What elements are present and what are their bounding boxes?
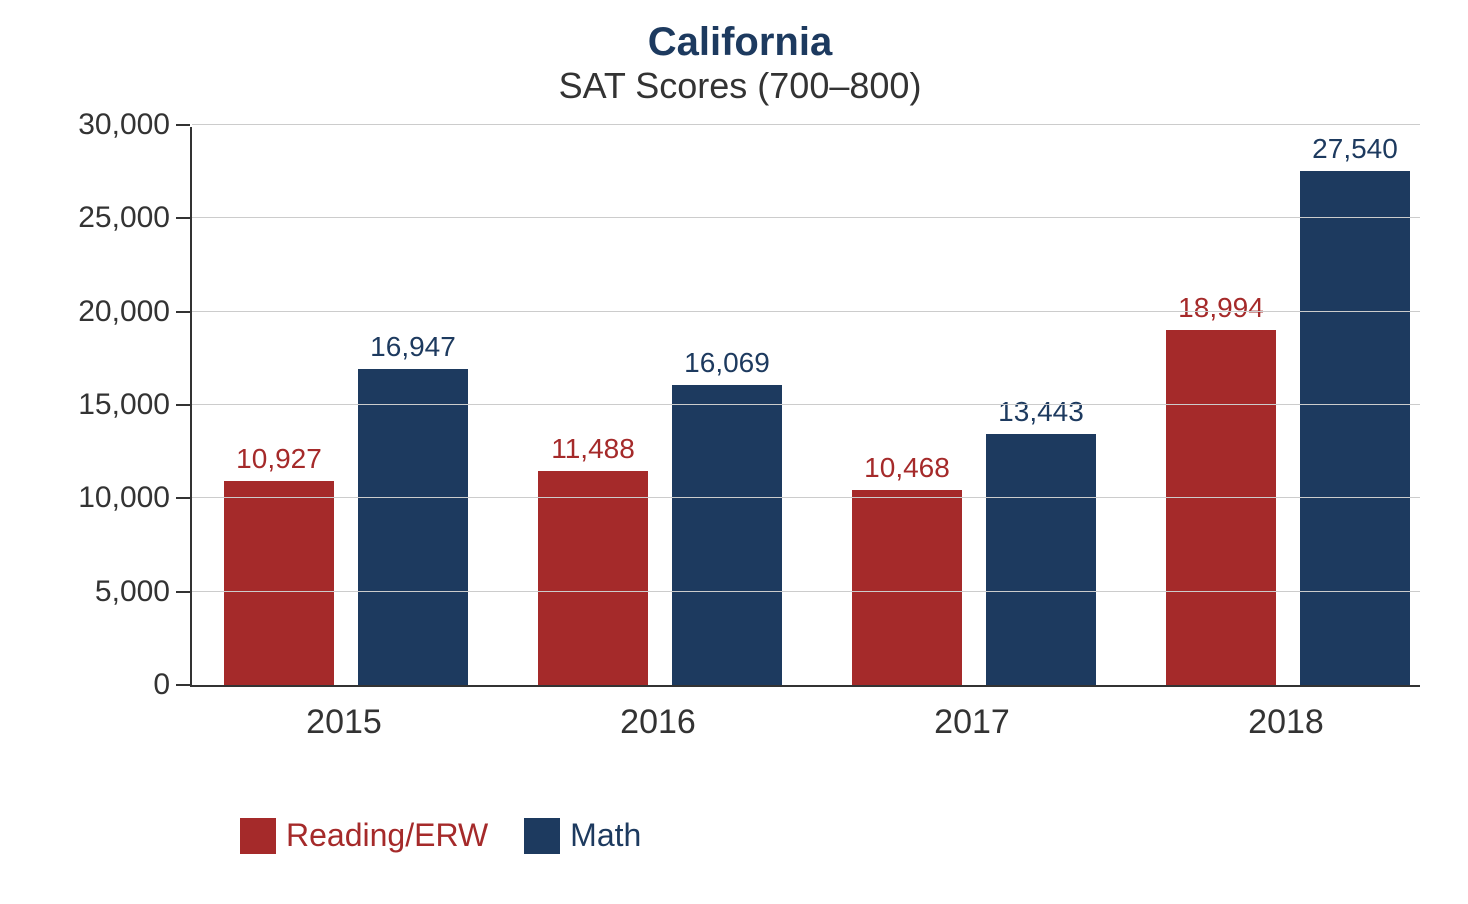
bar-reading-erw: 10,468 <box>852 490 962 685</box>
x-axis-labels: 2015 2016 2017 2018 <box>190 687 1420 747</box>
gridline <box>192 124 1420 125</box>
y-axis-label: 10,000 <box>78 481 192 515</box>
bar-value-label: 10,468 <box>864 452 950 490</box>
y-axis-label: 5,000 <box>95 575 192 609</box>
x-axis-label: 2015 <box>306 703 382 742</box>
bar-value-label: 16,069 <box>684 347 770 385</box>
bar-math: 13,443 <box>986 434 1096 685</box>
bar-reading-erw: 18,994 <box>1166 330 1276 685</box>
bar-math: 27,540 <box>1300 171 1410 685</box>
gridline <box>192 404 1420 405</box>
x-axis-label: 2018 <box>1248 703 1324 742</box>
bar-value-label: 16,947 <box>370 331 456 369</box>
chart-container: California SAT Scores (700–800) 05,00010… <box>60 20 1420 854</box>
y-axis-label: 30,000 <box>78 108 192 142</box>
plot-area: 05,00010,00015,00020,00025,00030,000 10,… <box>190 127 1420 687</box>
y-axis-label: 25,000 <box>78 201 192 235</box>
chart-subtitle: SAT Scores (700–800) <box>60 65 1420 107</box>
bar-reading-erw: 10,927 <box>224 481 334 685</box>
legend: Reading/ERW Math <box>60 817 1420 854</box>
legend-swatch <box>524 818 560 854</box>
gridline <box>192 217 1420 218</box>
x-axis-label: 2016 <box>620 703 696 742</box>
gridline <box>192 311 1420 312</box>
legend-item: Reading/ERW <box>240 817 488 854</box>
bar-math: 16,069 <box>672 385 782 685</box>
y-axis-label: 20,000 <box>78 295 192 329</box>
legend-label: Reading/ERW <box>286 817 488 854</box>
gridline <box>192 497 1420 498</box>
y-axis-label: 15,000 <box>78 388 192 422</box>
title-block: California SAT Scores (700–800) <box>60 20 1420 107</box>
gridline <box>192 591 1420 592</box>
bar-value-label: 10,927 <box>236 443 322 481</box>
legend-label: Math <box>570 817 641 854</box>
y-axis-label: 0 <box>153 668 192 702</box>
bar-reading-erw: 11,488 <box>538 471 648 685</box>
bar-value-label: 13,443 <box>998 396 1084 434</box>
chart-title: California <box>60 20 1420 65</box>
legend-swatch <box>240 818 276 854</box>
legend-item: Math <box>524 817 641 854</box>
bars-layer: 10,92716,94711,48816,06910,46813,44318,9… <box>192 127 1420 685</box>
bar-math: 16,947 <box>358 369 468 685</box>
bar-value-label: 27,540 <box>1312 133 1398 171</box>
x-axis-label: 2017 <box>934 703 1010 742</box>
bar-value-label: 11,488 <box>551 433 635 471</box>
